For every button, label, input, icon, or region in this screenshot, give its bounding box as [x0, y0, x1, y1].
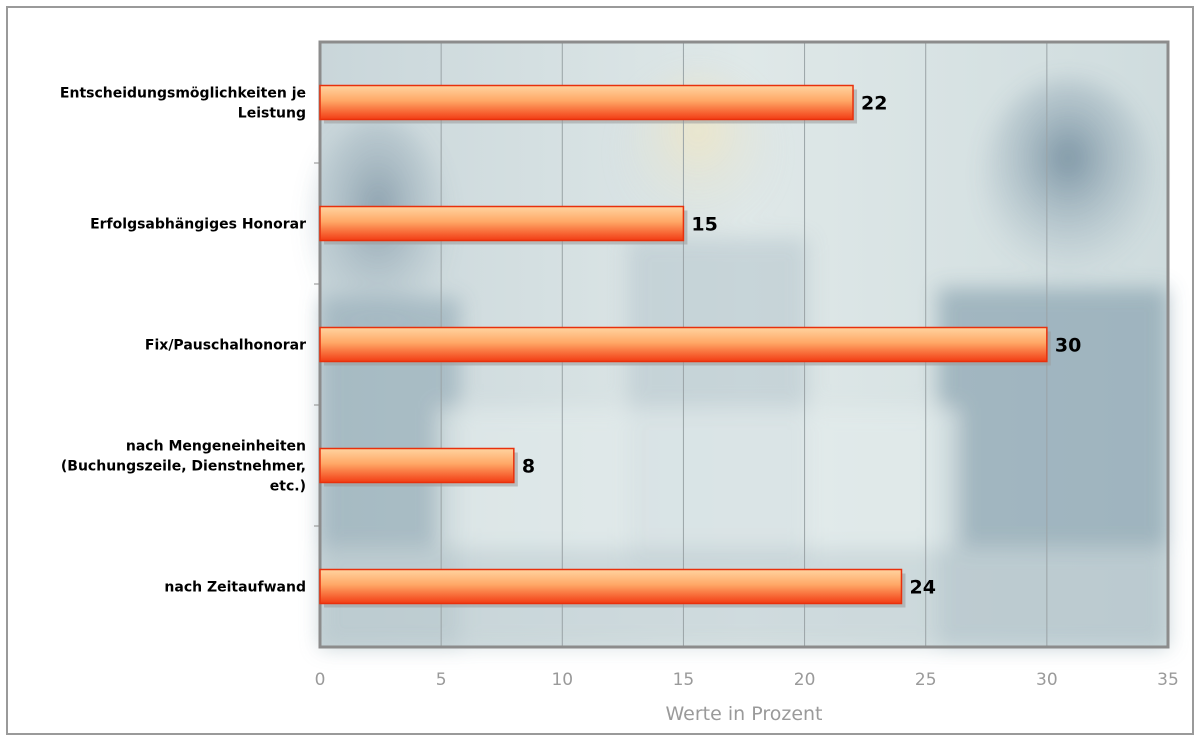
category-label: nach Mengeneinheiten (Buchungszeile, Dien…	[61, 439, 306, 495]
value-label: 15	[691, 214, 717, 236]
category-label: Fix/Pauschalhonorar	[145, 338, 306, 354]
x-tick-label: 35	[1157, 670, 1179, 690]
x-tick-label: 25	[915, 670, 937, 690]
bar-chart: Entscheidungsmöglichkeiten je Leistung Erf…	[60, 40, 1179, 725]
bar	[319, 568, 903, 605]
value-labels: 22 15 30 8 24	[522, 93, 1081, 599]
x-tick-label: 0	[315, 670, 326, 690]
x-tick-labels: 0 5 10 15 20 25 30 35	[315, 670, 1179, 690]
x-tick-label: 15	[673, 670, 695, 690]
category-labels: Entscheidungsmöglichkeiten je Leistung Erf…	[60, 86, 306, 596]
category-label: Erfolgsabhängiges Honorar	[90, 217, 306, 233]
category-label: Entscheidungsmöglichkeiten je Leistung	[60, 86, 306, 122]
chart-frame: Entscheidungsmöglichkeiten je Leistung Erf…	[6, 6, 1194, 735]
value-label: 24	[909, 577, 935, 599]
bars	[319, 84, 1051, 608]
x-tick-label: 10	[551, 670, 573, 690]
x-axis-title: Werte in Prozent	[665, 703, 822, 725]
bar	[319, 326, 1048, 363]
x-tick-label: 5	[436, 670, 447, 690]
x-tick-label: 20	[794, 670, 816, 690]
category-label: nach Zeitaufwand	[164, 580, 306, 596]
x-tick-label: 30	[1036, 670, 1058, 690]
bar	[319, 205, 685, 242]
value-label: 22	[861, 93, 887, 115]
value-label: 8	[522, 456, 535, 478]
bar	[319, 447, 515, 484]
bar	[319, 84, 854, 121]
value-label: 30	[1055, 335, 1081, 357]
